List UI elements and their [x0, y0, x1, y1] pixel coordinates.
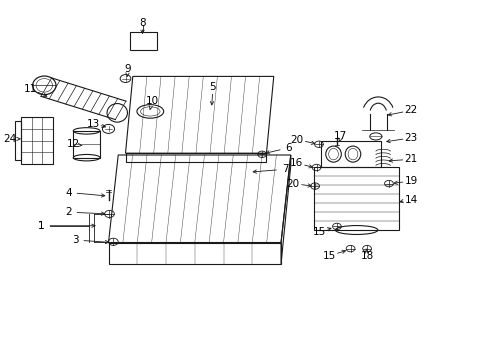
Text: 23: 23 — [404, 133, 417, 143]
Text: 21: 21 — [404, 154, 417, 164]
Text: 15: 15 — [323, 251, 336, 261]
Text: 10: 10 — [145, 96, 159, 107]
Text: 11: 11 — [24, 84, 37, 94]
Bar — [21, 117, 53, 164]
Text: 6: 6 — [285, 143, 291, 153]
Text: 20: 20 — [286, 179, 299, 189]
Bar — [73, 131, 100, 158]
Text: 16: 16 — [289, 158, 303, 168]
Text: 3: 3 — [72, 235, 79, 245]
Text: 7: 7 — [281, 164, 287, 174]
Text: 9: 9 — [124, 64, 131, 74]
Text: 8: 8 — [139, 18, 145, 28]
Text: 20: 20 — [290, 135, 303, 145]
Text: 15: 15 — [313, 227, 326, 237]
Text: 5: 5 — [209, 82, 216, 92]
Text: 24: 24 — [3, 134, 17, 144]
Text: 1: 1 — [38, 221, 44, 231]
Text: 13: 13 — [86, 118, 100, 129]
Text: 1: 1 — [38, 221, 44, 231]
Text: 12: 12 — [67, 139, 80, 149]
Text: 17: 17 — [333, 131, 347, 141]
Text: 2: 2 — [65, 207, 72, 217]
Bar — [15, 121, 21, 160]
Bar — [313, 167, 398, 230]
Text: 18: 18 — [360, 251, 373, 261]
Text: 14: 14 — [404, 195, 417, 204]
Bar — [130, 32, 157, 50]
Text: 22: 22 — [404, 105, 417, 115]
Bar — [321, 141, 380, 167]
Text: 19: 19 — [404, 176, 417, 186]
Text: 4: 4 — [65, 188, 72, 198]
